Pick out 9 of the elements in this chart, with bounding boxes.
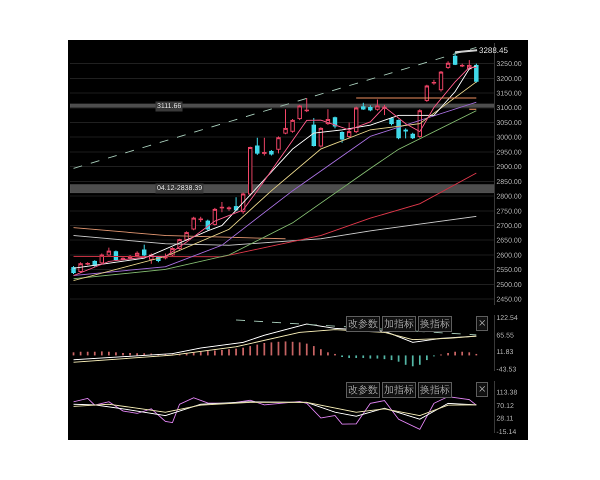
annotation: 改参数: [348, 384, 378, 396]
annotation: ×: [478, 384, 486, 395]
annotation: 换指标: [420, 384, 450, 396]
annotation: 换指标: [420, 318, 450, 330]
annotation: 3288.45: [479, 46, 508, 55]
annotation: 改参数: [348, 318, 378, 330]
annotation: ×: [478, 318, 486, 329]
annotation: 加指标: [384, 318, 414, 330]
annotation: 加指标: [384, 384, 414, 396]
